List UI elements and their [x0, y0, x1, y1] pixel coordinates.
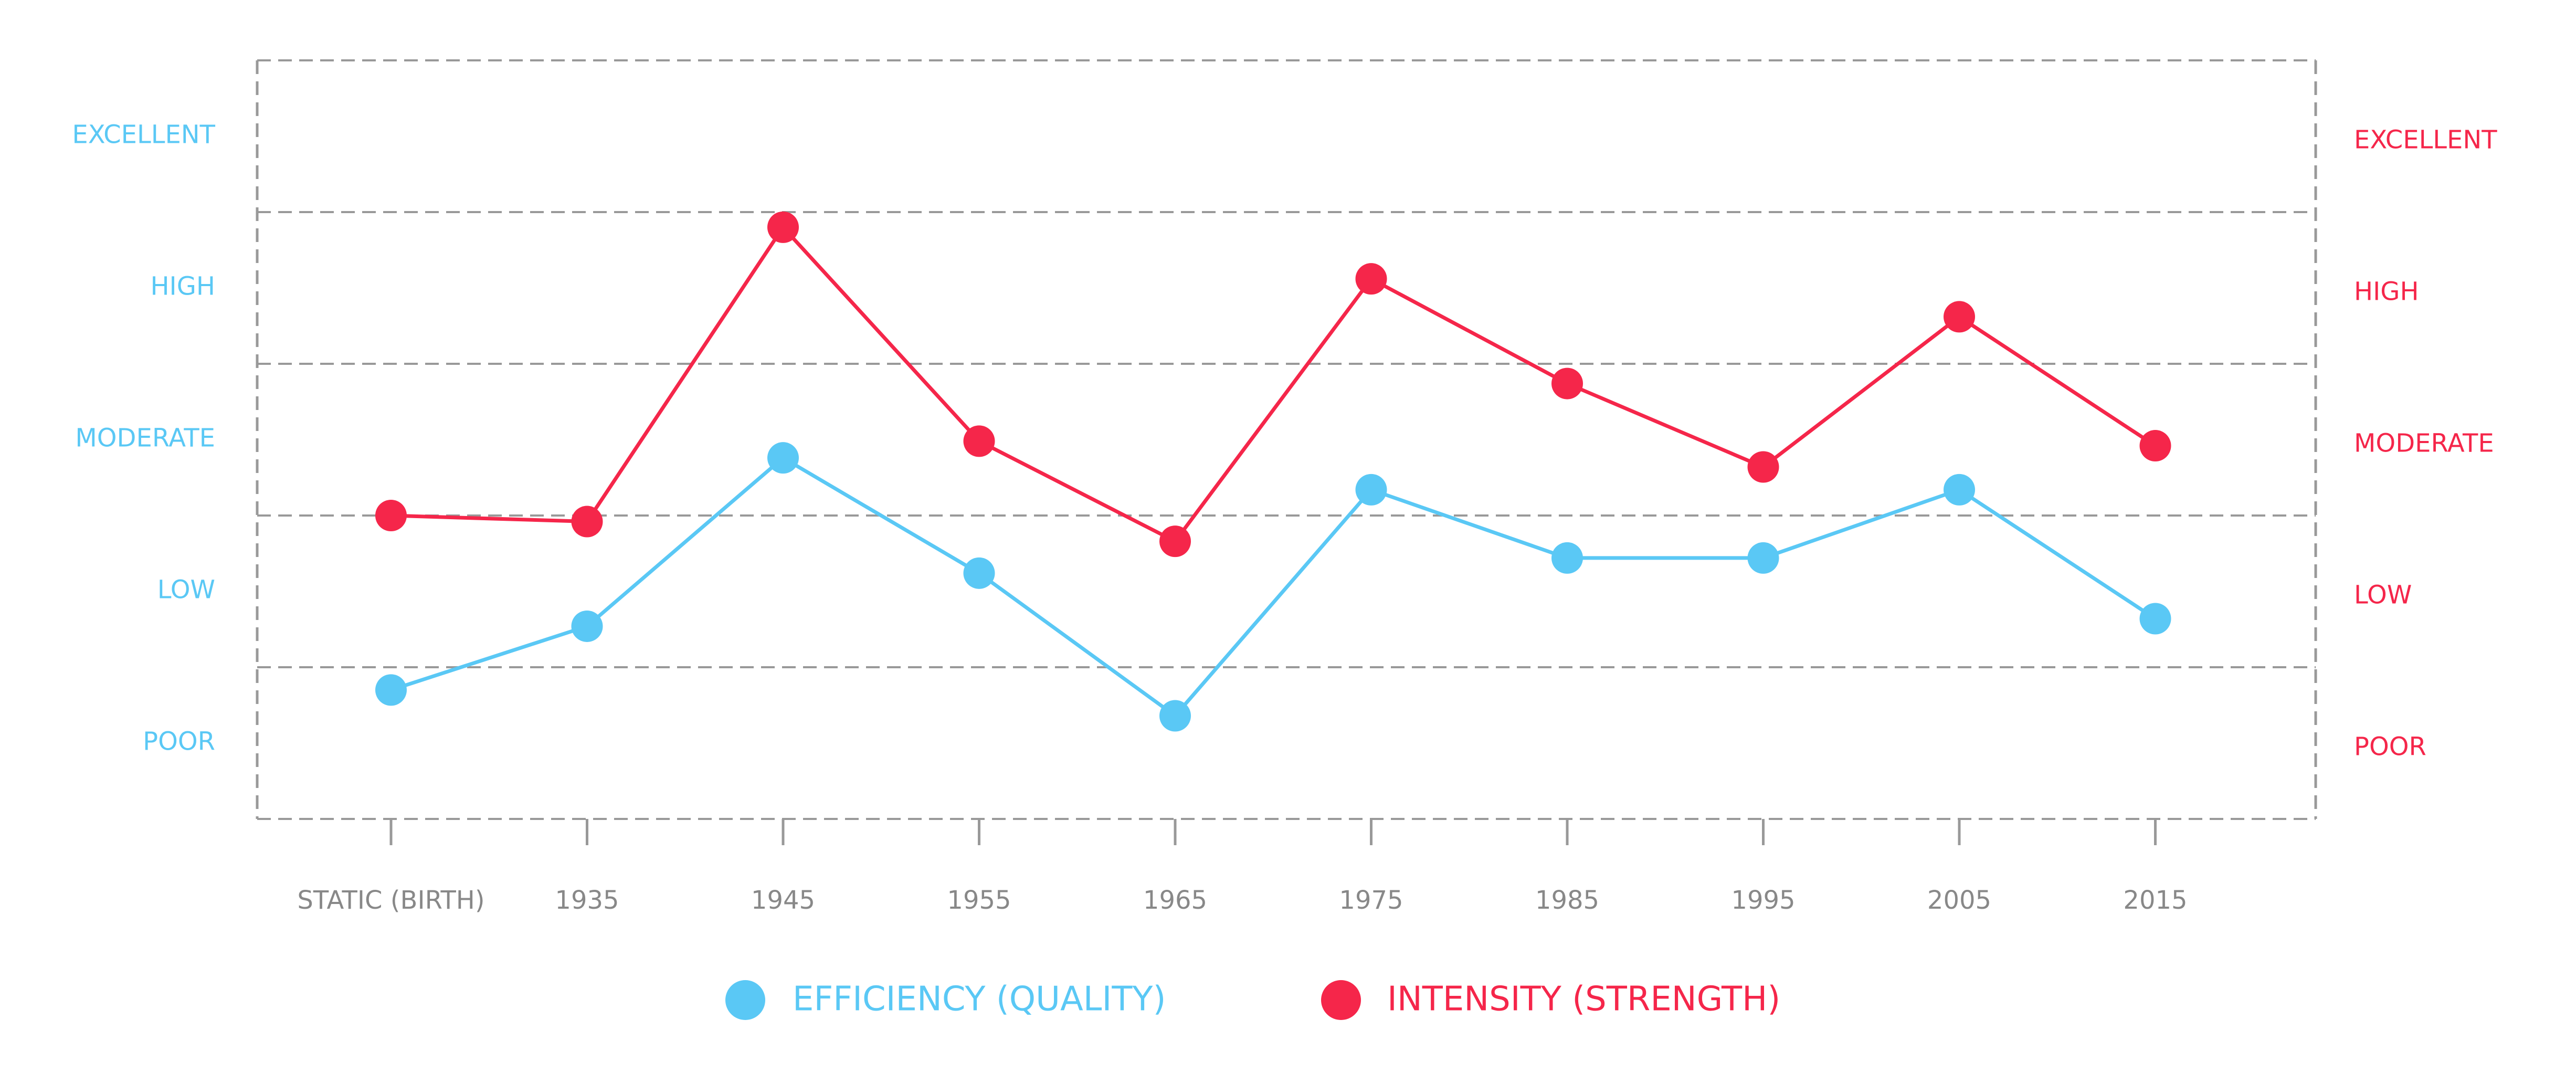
legend-marker: [1321, 980, 1361, 1020]
data-point: [963, 425, 995, 457]
data-point: [571, 610, 603, 642]
right-axis-label: HIGH: [2354, 277, 2419, 307]
left-axis-label: LOW: [157, 575, 215, 605]
x-axis-label: 1935: [555, 886, 619, 915]
data-point: [375, 500, 407, 531]
data-point: [2139, 430, 2171, 462]
x-axis-label: 1975: [1339, 886, 1403, 915]
right-axis-labels: POOR LOW MODERATE HIGH EXCELLENT: [2354, 125, 2497, 762]
data-point: [1355, 474, 1387, 506]
data-point: [767, 211, 799, 243]
right-axis-label: LOW: [2354, 581, 2412, 610]
data-point: [1747, 542, 1779, 574]
x-axis-label: 1965: [1143, 886, 1207, 915]
series-line: [390, 456, 2157, 718]
data-point: [571, 506, 603, 538]
data-point: [1747, 451, 1779, 483]
left-axis-label: EXCELLENT: [72, 120, 215, 150]
x-axis-label: 1995: [1731, 886, 1795, 915]
data-point: [1944, 474, 1975, 506]
x-axis-label: 2005: [1927, 886, 1991, 915]
x-axis-label: STATIC (BIRTH): [297, 886, 484, 915]
data-point: [375, 674, 407, 706]
data-point: [1159, 525, 1191, 558]
series-line: [390, 225, 2157, 543]
data-point: [1355, 263, 1387, 295]
data-point: [1159, 700, 1191, 732]
data-point: [767, 442, 799, 474]
x-axis-label: 1985: [1535, 886, 1599, 915]
legend-label: INTENSITY (STRENGTH): [1387, 980, 1780, 1019]
data-point: [2139, 603, 2171, 635]
legend-marker: [725, 980, 765, 1020]
right-axis-label: POOR: [2354, 732, 2426, 762]
legend-label: EFFICIENCY (QUALITY): [793, 980, 1166, 1019]
left-axis-labels: POOR LOW MODERATE HIGH EXCELLENT: [72, 120, 215, 756]
left-axis-label: HIGH: [150, 272, 215, 301]
legend: EFFICIENCY (QUALITY) INTENSITY (STRENGTH): [725, 980, 1780, 1020]
plot-frame: [256, 60, 2317, 819]
x-axis-label: 2015: [2123, 886, 2187, 915]
x-axis-ticks: [389, 819, 2157, 845]
right-axis-label: MODERATE: [2354, 429, 2494, 458]
x-axis-label: 1955: [947, 886, 1011, 915]
data-point: [1944, 301, 1975, 333]
data-point: [1551, 367, 1583, 399]
left-axis-label: POOR: [143, 727, 215, 756]
x-axis-labels: STATIC (BIRTH) 1935 1945 1955 1965 1975 1985 19…: [297, 886, 2187, 915]
grid-lines: [257, 59, 2316, 820]
series-group: [375, 211, 2171, 732]
left-axis-label: MODERATE: [75, 424, 215, 453]
x-axis-label: 1945: [751, 886, 815, 915]
right-axis-label: EXCELLENT: [2354, 125, 2497, 155]
data-point: [963, 557, 995, 589]
data-point: [1551, 542, 1583, 574]
